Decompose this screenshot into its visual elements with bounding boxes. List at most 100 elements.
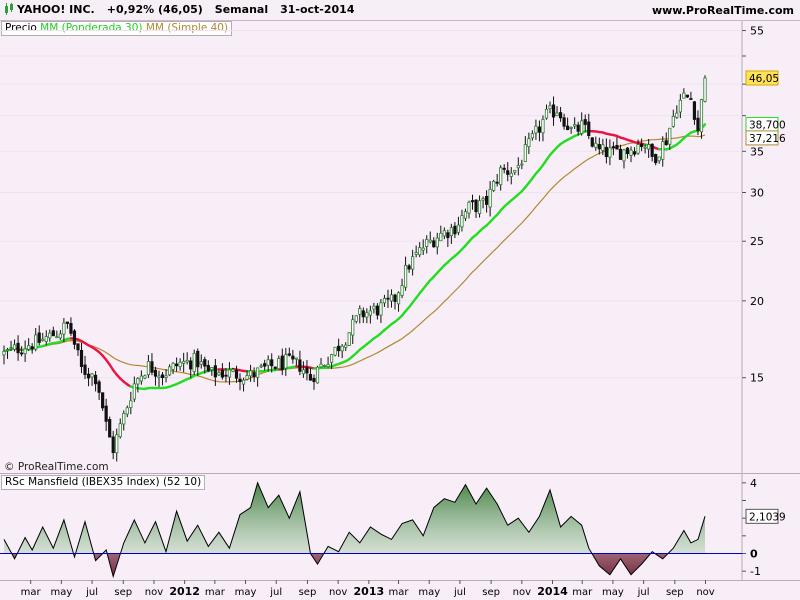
- time-axis-label: 2012: [169, 585, 200, 598]
- candle: [139, 370, 143, 385]
- candle-body: [544, 108, 549, 119]
- candle-body: [167, 366, 172, 376]
- candle: [530, 130, 534, 141]
- candle: [675, 105, 679, 119]
- candle: [27, 338, 31, 351]
- candle-body: [160, 374, 165, 378]
- candle: [277, 355, 281, 370]
- site-link[interactable]: www.ProRealTime.com: [651, 4, 794, 17]
- candle-body: [143, 375, 147, 379]
- candle-body: [30, 346, 34, 350]
- candle-body: [403, 265, 408, 288]
- candle-body: [671, 115, 675, 127]
- candle-body: [189, 360, 193, 370]
- candle: [182, 352, 186, 373]
- candle-body: [534, 125, 538, 134]
- candle: [594, 136, 598, 151]
- rsc-axis-label: 0: [750, 548, 758, 561]
- candle: [146, 355, 151, 378]
- candle-body: [375, 305, 379, 316]
- candle: [287, 347, 291, 357]
- candle-body: [210, 367, 214, 371]
- candle-body: [678, 99, 682, 113]
- candle-body: [354, 315, 358, 322]
- candle: [153, 366, 158, 386]
- candle-body: [220, 370, 225, 378]
- candle: [234, 365, 239, 383]
- candle: [474, 199, 478, 218]
- candle-body: [509, 172, 513, 177]
- candle: [86, 367, 91, 387]
- candle: [132, 376, 136, 403]
- candle-body: [639, 143, 644, 148]
- candle-body: [594, 142, 598, 148]
- candle: [248, 364, 253, 382]
- candle-body: [629, 149, 633, 156]
- candle: [453, 222, 457, 239]
- candle-body: [562, 117, 566, 127]
- candle-body: [104, 405, 108, 422]
- candle-body: [425, 239, 429, 247]
- candle: [551, 96, 556, 126]
- candle-body: [361, 310, 365, 318]
- candle-body: [463, 211, 468, 219]
- candle: [678, 94, 682, 119]
- candle-body: [287, 353, 291, 356]
- candle-body: [636, 144, 640, 154]
- candle-body: [523, 144, 527, 163]
- candle-body: [164, 375, 168, 378]
- candle-body: [520, 163, 524, 166]
- candle-body: [315, 366, 320, 384]
- candle: [206, 360, 210, 372]
- candle-body: [146, 361, 151, 376]
- candle-body: [136, 378, 140, 385]
- candle-body: [58, 333, 62, 339]
- candle-body: [368, 310, 372, 316]
- candle-body: [196, 350, 200, 368]
- candle-body: [382, 298, 387, 304]
- candle: [259, 363, 263, 369]
- candle: [520, 159, 524, 170]
- candle: [115, 428, 119, 462]
- candle: [347, 332, 351, 346]
- candle: [506, 162, 510, 182]
- candle: [650, 143, 654, 162]
- rsc-positive-area: [4, 482, 705, 554]
- candle-body: [372, 305, 376, 310]
- candle: [477, 195, 482, 218]
- candle: [590, 137, 594, 148]
- candle-body: [153, 369, 158, 377]
- time-axis-label: mar: [572, 587, 593, 598]
- candle-body: [530, 133, 534, 139]
- candle: [604, 138, 608, 164]
- candle: [322, 364, 327, 368]
- candle-body: [467, 201, 471, 214]
- candle: [266, 355, 270, 372]
- candle-body: [435, 237, 439, 248]
- candle-body: [301, 369, 306, 375]
- candle: [12, 339, 17, 352]
- price-change: +0,92% (46,05): [106, 3, 203, 16]
- candle-body: [647, 144, 651, 150]
- candle-body: [72, 330, 77, 345]
- candle: [129, 391, 133, 415]
- candle: [527, 132, 531, 155]
- period-label: Semanal: [214, 3, 269, 16]
- candle: [51, 326, 55, 337]
- candle: [164, 369, 168, 383]
- wma-value-tag: 38,700: [749, 119, 786, 131]
- candle: [488, 181, 492, 217]
- candle: [16, 335, 20, 361]
- candle-body: [37, 332, 41, 343]
- rsc-plot: [0, 481, 742, 579]
- candle: [523, 136, 527, 163]
- candle: [365, 308, 369, 324]
- candle-body: [344, 344, 348, 348]
- candle-body: [351, 319, 355, 336]
- candle: [337, 338, 341, 357]
- candle: [671, 109, 675, 128]
- candle-body: [569, 127, 573, 129]
- rsc-value-tag: 2,1039: [749, 511, 786, 523]
- candle-body: [358, 308, 362, 315]
- candle-body: [252, 372, 256, 378]
